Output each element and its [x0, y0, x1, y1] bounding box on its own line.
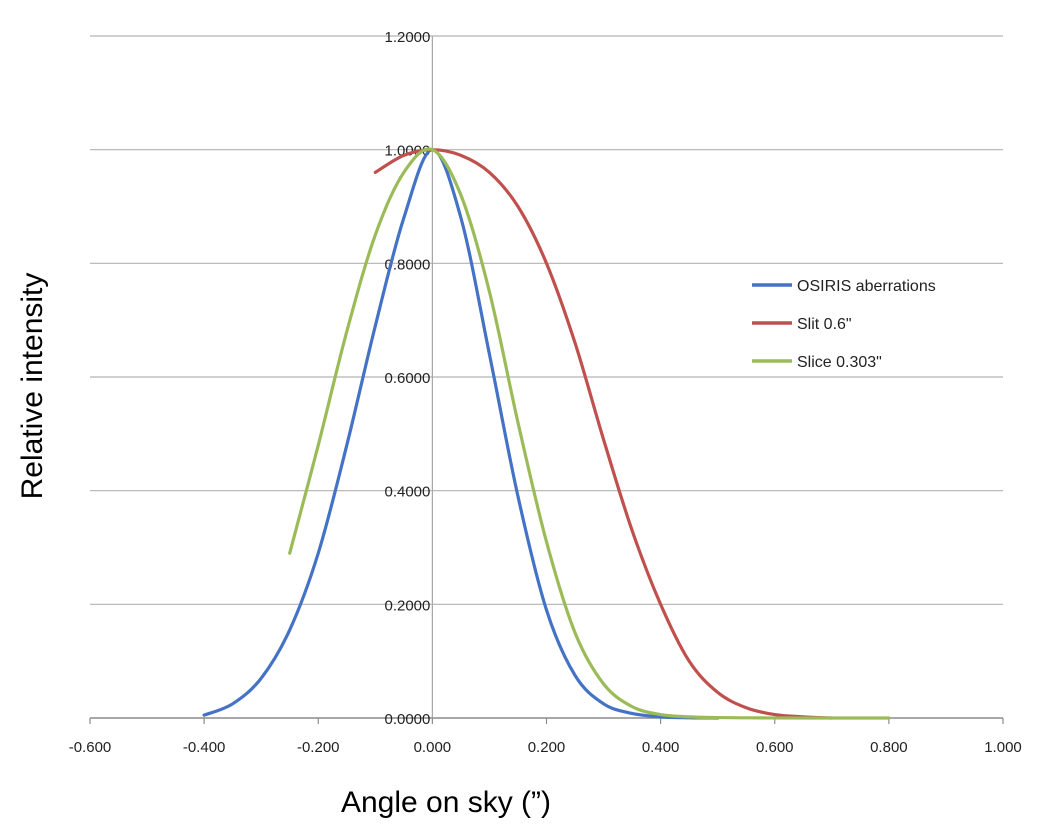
legend-label: Slice 0.303" [797, 354, 882, 371]
y-tick-label: 0.6000 [384, 370, 430, 387]
legend-label: Slit 0.6" [797, 316, 852, 333]
x-tick-label: -0.200 [297, 739, 340, 756]
y-tick-label: 0.4000 [384, 484, 430, 501]
y-tick-label: 0.2000 [384, 597, 430, 614]
legend-label: OSIRIS aberrations [797, 278, 936, 295]
tick-labels: 0.00000.20000.40000.60000.80001.00001.20… [69, 29, 1022, 756]
x-axis-title: Angle on sky (”) [341, 786, 551, 819]
y-tick-label: 0.0000 [384, 711, 430, 728]
y-tick-label: 1.2000 [384, 29, 430, 46]
axes [89, 36, 1004, 724]
x-tick-label: 0.400 [642, 739, 680, 756]
x-tick-label: 0.800 [870, 739, 908, 756]
gridlines [90, 35, 1003, 605]
x-tick-label: 0.200 [528, 739, 566, 756]
x-tick-label: 0.600 [756, 739, 794, 756]
legend: OSIRIS aberrations Slit 0.6" Slice 0.303" [752, 278, 936, 371]
x-tick-label: -0.400 [183, 739, 226, 756]
x-tick-label: 0.000 [414, 739, 452, 756]
series-line-2 [373, 148, 834, 720]
y-axis-title: Relative intensity [16, 273, 49, 500]
series-line-1 [202, 148, 720, 720]
series-lines [202, 147, 891, 720]
series-line-3 [288, 147, 891, 720]
x-tick-label: -0.600 [69, 739, 112, 756]
x-tick-label: 1.000 [984, 739, 1022, 756]
y-tick-label: 0.8000 [384, 256, 430, 273]
